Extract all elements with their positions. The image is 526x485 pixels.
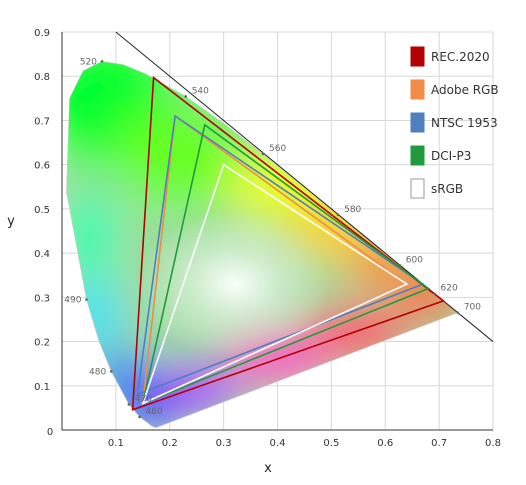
gamut-dci-p3 <box>141 123 431 405</box>
y-tick-label: 0.4 <box>34 249 50 260</box>
wavelength-tick <box>336 213 340 217</box>
x-tick-label: 0.4 <box>270 438 286 449</box>
wavelength-label: 560 <box>269 144 286 154</box>
y-tick-label: 0.3 <box>34 293 50 304</box>
y-tick-label: 0.7 <box>34 116 50 127</box>
wavelength-tick <box>138 415 141 419</box>
legend-label: Adobe RGB <box>431 83 499 97</box>
legend: REC.2020 Adobe RGB NTSC 1953 DCI-P3 sRGB <box>410 46 499 199</box>
y-axis-label: y <box>7 214 15 229</box>
x-tick-label: 0.7 <box>431 438 447 449</box>
wavelength-label: 540 <box>192 86 209 96</box>
y-tick-label: 0.8 <box>34 72 50 83</box>
color-blob <box>66 191 116 280</box>
legend-label: NTSC 1953 <box>431 116 498 130</box>
wavelength-label: 520 <box>80 57 97 67</box>
wavelength-label: 600 <box>406 255 423 265</box>
y-tick-label: 0.5 <box>34 205 50 216</box>
y-tick-label: 0.2 <box>34 338 50 349</box>
wavelength-tick <box>127 403 131 406</box>
gamut-rec-2020 <box>131 76 446 411</box>
x-tick-label: 0.3 <box>216 438 232 449</box>
legend-label: sRGB <box>431 182 463 196</box>
x-tick-label: 0.8 <box>485 438 501 449</box>
wavelength-tick <box>85 298 88 301</box>
wavelength-labels: 460 470 480 490 520 540 560 580 600 620 700 <box>64 57 481 419</box>
y-tick-label: 0.6 <box>34 161 50 172</box>
legend-label: DCI-P3 <box>431 149 471 163</box>
wavelength-label: 470 <box>135 394 152 404</box>
x-tick-label: 0.6 <box>377 438 393 449</box>
wavelength-tick <box>261 152 265 156</box>
y-tick-label: 0.9 <box>34 28 50 39</box>
wavelength-tick <box>456 311 460 314</box>
legend-label: REC.2020 <box>431 50 490 64</box>
y-tick-labels: 0.1 0.2 0.3 0.4 0.5 0.6 0.7 0.8 0.9 <box>34 28 50 393</box>
gamut-srgb <box>141 163 409 405</box>
color-blob <box>67 279 122 351</box>
x-tick-label: 0 <box>47 427 53 438</box>
x-tick-label: 0.2 <box>162 438 178 449</box>
gamut-triangles <box>131 76 446 411</box>
wavelength-tick <box>398 263 402 267</box>
wavelength-label: 490 <box>64 296 81 306</box>
wavelength-label: 460 <box>146 407 163 417</box>
x-tick-label: 0.1 <box>108 438 124 449</box>
legend-swatch <box>410 112 425 133</box>
wavelength-tick <box>184 95 187 98</box>
color-blob <box>115 102 246 209</box>
x-tick-label: 0.5 <box>323 438 339 449</box>
wavelength-label: 620 <box>441 284 458 294</box>
gamut-ntsc-1953 <box>136 114 425 396</box>
legend-swatch <box>410 145 425 166</box>
wavelength-label: 580 <box>344 205 361 215</box>
wavelength-label: 700 <box>464 303 481 313</box>
wavelength-label: 480 <box>89 367 106 377</box>
legend-swatch <box>410 46 425 67</box>
legend-swatch <box>410 79 425 100</box>
wavelength-tick <box>433 292 436 295</box>
x-tick-labels: 0 0.1 0.2 0.3 0.4 0.5 0.6 0.7 0.8 <box>47 427 501 449</box>
y-tick-label: 0.1 <box>34 382 50 393</box>
wavelength-tick <box>109 370 113 373</box>
legend-swatch <box>410 178 425 199</box>
wavelength-tick <box>100 59 104 63</box>
x-axis-label: x <box>264 461 272 476</box>
